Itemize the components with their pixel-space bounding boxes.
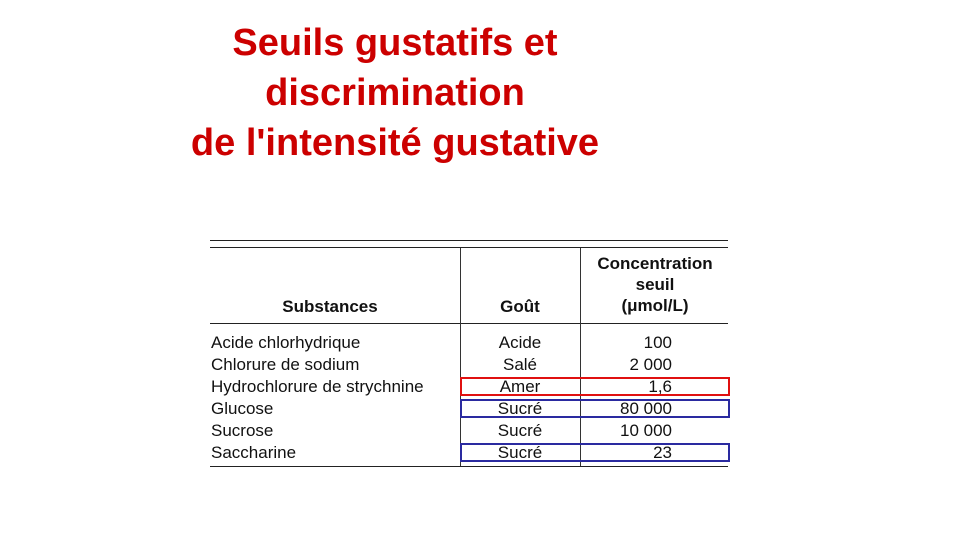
- row-4-substance: Glucose: [211, 399, 274, 418]
- row-6-gout: Sucré: [497, 443, 543, 462]
- header-concentration-line-3: (μmol/L): [621, 296, 689, 315]
- row-3-gout: Amer: [499, 377, 541, 396]
- row-2-concentration: 2 000: [629, 355, 672, 374]
- table-bottom-rule: [210, 466, 728, 467]
- header-substances: Substances: [282, 297, 378, 316]
- threshold-table: Substances Goût Concentration seuil (μmo…: [210, 238, 730, 470]
- row-5-substance: Sucrose: [211, 421, 274, 440]
- header-concentration-line-2: seuil: [635, 275, 675, 294]
- header-concentration-line-1: Concentration: [597, 254, 713, 273]
- row-3-substance: Hydrochlorure de strychnine: [211, 377, 424, 396]
- highlight-amer-box: [460, 377, 730, 396]
- table-top-rule-2: [210, 247, 728, 248]
- column-separator-1: [460, 248, 461, 466]
- row-5-gout: Sucré: [497, 421, 543, 440]
- row-1-gout: Acide: [498, 333, 542, 352]
- row-6-concentration: 23: [653, 443, 672, 462]
- row-5-concentration: 10 000: [620, 421, 672, 440]
- row-6-substance: Saccharine: [211, 443, 297, 462]
- header-concentration: Concentration seuil (μmol/L): [582, 253, 728, 316]
- header-rule: [210, 323, 728, 324]
- table-top-rule: [210, 240, 728, 241]
- title-line-2: discrimination: [265, 72, 525, 114]
- row-1-concentration: 100: [643, 333, 672, 352]
- row-4-gout: Sucré: [497, 399, 543, 418]
- column-separator-2: [580, 248, 581, 466]
- title-line-1: Seuils gustatifs et: [232, 22, 558, 64]
- header-gout: Goût: [500, 297, 540, 316]
- highlight-glucose-box: [460, 399, 730, 418]
- row-1-substance: Acide chlorhydrique: [211, 333, 361, 352]
- row-4-concentration: 80 000: [620, 399, 672, 418]
- slide-title: Seuils gustatifs et discrimination de l'…: [100, 18, 690, 168]
- row-2-gout: Salé: [502, 355, 538, 374]
- row-3-concentration: 1,6: [648, 377, 672, 396]
- title-line-3: de l'intensité gustative: [190, 122, 600, 164]
- highlight-saccharine-box: [460, 443, 730, 462]
- row-2-substance: Chlorure de sodium: [211, 355, 360, 374]
